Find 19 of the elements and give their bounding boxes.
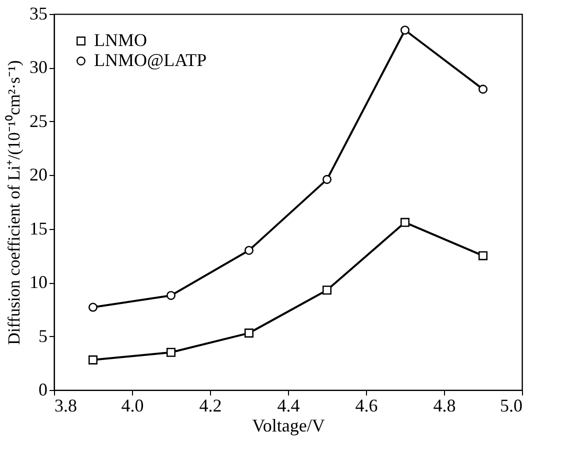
y-tick-label: 15	[30, 218, 48, 238]
x-tick-label: 3.8	[54, 396, 77, 416]
y-tick-label: 5	[38, 326, 48, 346]
y-tick-label: 30	[30, 57, 48, 78]
x-tick-label: 4.6	[355, 396, 378, 416]
x-tick-label: 4.2	[199, 396, 222, 416]
x-tick-label: 5.0	[500, 396, 522, 416]
legend-label: LNMO@LATP	[94, 50, 207, 70]
x-tick-label: 4.4	[277, 396, 300, 416]
y-tick-label: 20	[30, 164, 48, 185]
x-tick-label: 4.0	[121, 396, 144, 416]
x-axis-title: Voltage/V	[252, 416, 325, 436]
legend-label: LNMO	[94, 30, 147, 50]
y-axis-title: Diffusion coefficient of Li⁺/(10⁻¹⁰cm²·s⁻¹)	[4, 60, 24, 345]
x-tick-label: 4.8	[433, 396, 456, 416]
y-tick-label: 10	[30, 272, 48, 292]
y-tick-label: 35	[30, 4, 48, 24]
y-tick-label: 0	[38, 380, 48, 400]
y-tick-label: 25	[30, 110, 48, 131]
